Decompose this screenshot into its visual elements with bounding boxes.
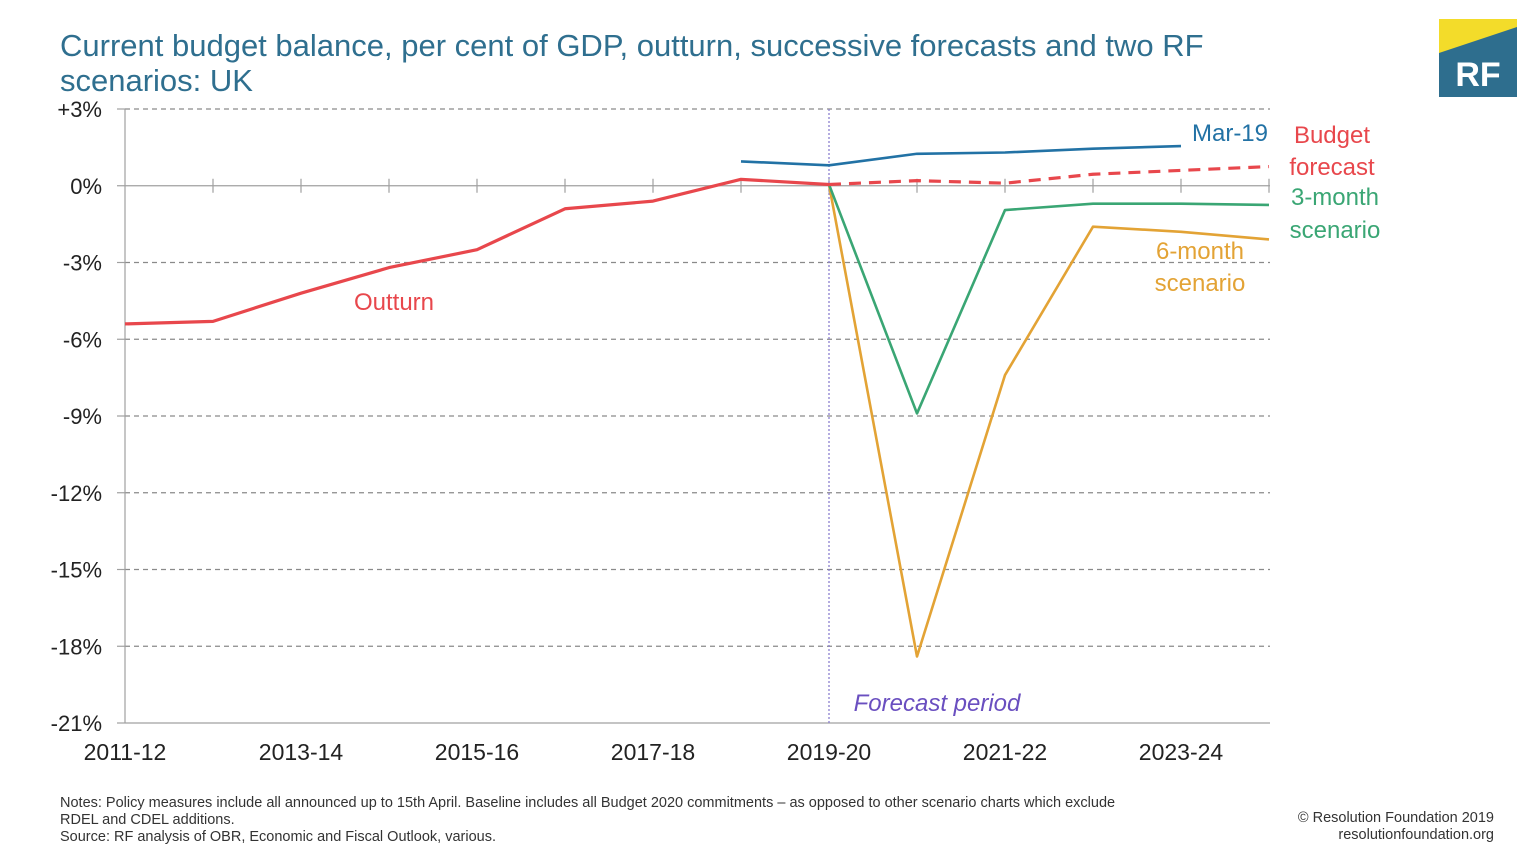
- rf-logo: RF: [1439, 19, 1517, 97]
- y-tick-label: -6%: [63, 327, 102, 352]
- series-line-mar19: [740, 144, 1182, 167]
- series-line-outturn: [124, 177, 830, 326]
- notes-line-1: Notes: Policy measures include all annou…: [60, 795, 1116, 811]
- x-tick-label: 2017-18: [611, 739, 695, 765]
- series-lines: [124, 144, 1270, 658]
- notes-source: Source: RF analysis of OBR, Economic and…: [60, 829, 496, 845]
- y-tick-label: -9%: [63, 404, 102, 429]
- x-tick-label: 2021-22: [963, 739, 1047, 765]
- logo-accent: [1439, 19, 1517, 53]
- series-line-budget: [828, 164, 1270, 187]
- y-tick-label: -3%: [63, 251, 102, 276]
- notes-line-2: RDEL and CDEL additions.: [60, 812, 235, 828]
- chart-title: Current budget balance, per cent of GDP,…: [60, 28, 1204, 98]
- credit: © Resolution Foundation 2019 resolutionf…: [1298, 810, 1494, 844]
- series-line-six_month: [827, 184, 1270, 658]
- series-labels: Outturn Mar-19 Budget forecast 3-month s…: [354, 120, 1380, 717]
- label-mar19: Mar-19: [1192, 120, 1268, 147]
- y-tick-label: -21%: [51, 711, 102, 736]
- label-six-month-line2: scenario: [1155, 270, 1246, 297]
- x-tick-label: 2011-12: [84, 739, 167, 765]
- x-tick-label: 2023-24: [1139, 739, 1224, 765]
- axes: +3% 0% -3% -6% -9% -12% -15% -18% -21% 2011-12 201…: [51, 97, 1270, 765]
- logo-text: RF: [1455, 56, 1500, 94]
- label-budget-line2: forecast: [1289, 154, 1375, 181]
- y-tick-label: -15%: [51, 558, 102, 583]
- y-tick-label: 0%: [70, 174, 102, 199]
- series-line-three_month: [827, 184, 1270, 415]
- x-tick-label: 2013-14: [259, 739, 344, 765]
- x-tick-label: 2015-16: [435, 739, 519, 765]
- website: resolutionfoundation.org: [1338, 827, 1494, 843]
- label-outturn: Outturn: [354, 289, 434, 316]
- copyright: © Resolution Foundation 2019: [1297, 810, 1494, 826]
- gridlines: [125, 108, 1270, 647]
- y-tick-label: +3%: [57, 97, 102, 122]
- label-forecast-period: Forecast period: [854, 690, 1021, 717]
- label-budget-line1: Budget: [1294, 122, 1370, 149]
- y-tick-label: -12%: [51, 481, 102, 506]
- label-six-month-line1: 6-month: [1156, 238, 1244, 265]
- y-tick-label: -18%: [51, 634, 102, 659]
- notes: Notes: Policy measures include all annou…: [60, 795, 1260, 846]
- label-three-month-line2: scenario: [1290, 217, 1381, 244]
- x-tick-label: 2019-20: [787, 739, 871, 765]
- label-three-month-line1: 3-month: [1291, 184, 1379, 211]
